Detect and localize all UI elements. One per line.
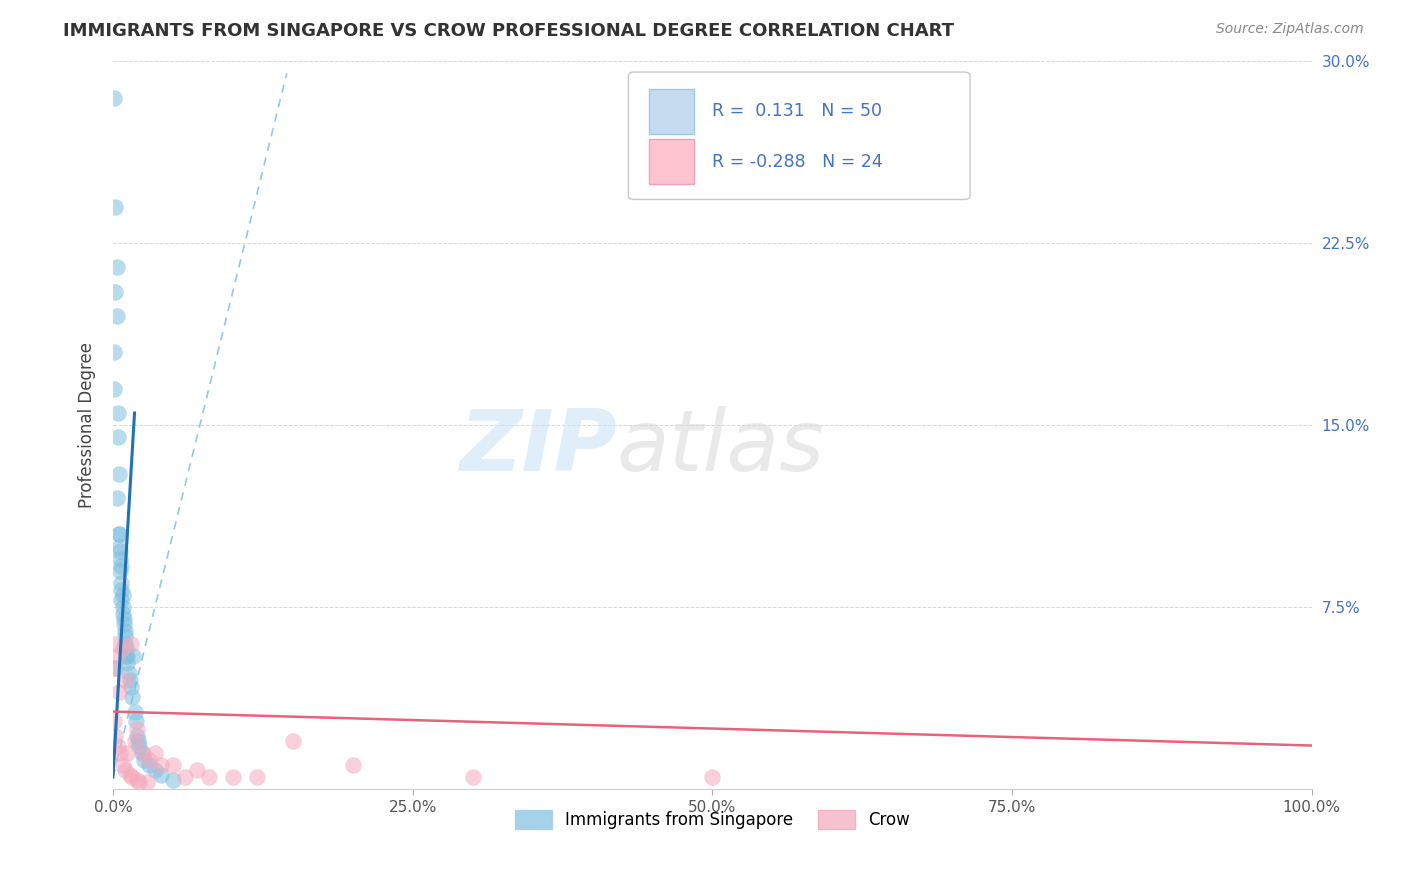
Point xyxy=(110,558,132,573)
Text: R =  0.131   N = 50: R = 0.131 N = 50 xyxy=(713,103,883,120)
Point xyxy=(108,746,131,760)
Point xyxy=(108,544,131,558)
Point xyxy=(114,763,136,777)
Point xyxy=(103,382,125,396)
FancyBboxPatch shape xyxy=(648,139,695,184)
Text: R = -0.288   N = 24: R = -0.288 N = 24 xyxy=(713,153,883,170)
Point xyxy=(110,593,132,607)
Y-axis label: Professional Degree: Professional Degree xyxy=(79,343,96,508)
Point xyxy=(104,637,127,651)
Point xyxy=(103,90,125,104)
Point xyxy=(112,617,135,632)
Point xyxy=(105,491,128,505)
Point xyxy=(105,648,128,663)
Point xyxy=(103,714,125,729)
Point xyxy=(138,753,160,767)
Point xyxy=(186,763,208,777)
Point xyxy=(107,739,129,753)
Point xyxy=(125,772,148,787)
Point xyxy=(111,588,134,602)
Point xyxy=(107,406,129,420)
Point xyxy=(138,758,160,772)
Point xyxy=(104,200,127,214)
Point xyxy=(105,309,128,323)
Point xyxy=(108,467,131,481)
Point xyxy=(114,624,136,639)
Point xyxy=(104,285,127,299)
Point xyxy=(108,527,131,541)
Point xyxy=(173,770,195,784)
Point xyxy=(114,673,136,687)
Point xyxy=(122,648,145,663)
Point xyxy=(198,770,221,784)
Text: ZIP: ZIP xyxy=(458,406,616,489)
Point xyxy=(115,641,138,656)
Point xyxy=(124,733,146,747)
Legend: Immigrants from Singapore, Crow: Immigrants from Singapore, Crow xyxy=(508,803,917,836)
Point xyxy=(111,641,134,656)
Point xyxy=(121,770,143,784)
Point xyxy=(143,746,166,760)
Point xyxy=(131,746,153,760)
Point xyxy=(104,729,127,743)
Point xyxy=(110,576,132,591)
Text: IMMIGRANTS FROM SINGAPORE VS CROW PROFESSIONAL DEGREE CORRELATION CHART: IMMIGRANTS FROM SINGAPORE VS CROW PROFES… xyxy=(63,22,955,40)
Point xyxy=(105,260,128,275)
Point xyxy=(107,430,129,444)
Point xyxy=(135,775,157,789)
Point xyxy=(121,690,143,704)
Point xyxy=(114,637,136,651)
Point xyxy=(125,729,148,743)
Point xyxy=(108,685,131,699)
Point xyxy=(117,746,139,760)
Point xyxy=(162,772,184,787)
Point xyxy=(114,629,136,643)
Point xyxy=(110,583,132,598)
Point xyxy=(111,758,134,772)
Text: Source: ZipAtlas.com: Source: ZipAtlas.com xyxy=(1216,22,1364,37)
Point xyxy=(702,770,724,784)
Point xyxy=(162,758,184,772)
Point xyxy=(128,739,150,753)
Point xyxy=(246,770,269,784)
Point xyxy=(125,722,148,736)
Point xyxy=(281,733,304,747)
Point xyxy=(112,612,135,626)
Point xyxy=(222,770,245,784)
Text: atlas: atlas xyxy=(616,406,824,489)
Point xyxy=(149,767,172,781)
Point xyxy=(120,637,142,651)
Point xyxy=(124,705,146,719)
Point xyxy=(108,564,131,578)
Point xyxy=(125,714,148,729)
Point xyxy=(132,746,155,760)
Point xyxy=(104,661,127,675)
Point xyxy=(103,345,125,359)
Point xyxy=(118,673,141,687)
FancyBboxPatch shape xyxy=(648,89,695,134)
Point xyxy=(143,763,166,777)
Point xyxy=(117,665,139,680)
Point xyxy=(461,770,484,784)
Point xyxy=(342,758,364,772)
Point xyxy=(111,607,134,622)
Point xyxy=(120,681,142,695)
Point xyxy=(103,661,125,675)
Point xyxy=(118,767,141,781)
Point xyxy=(115,648,138,663)
FancyBboxPatch shape xyxy=(628,72,970,200)
Point xyxy=(127,733,149,747)
Point xyxy=(108,540,131,554)
Point xyxy=(149,758,172,772)
Point xyxy=(117,656,139,670)
Point xyxy=(132,753,155,767)
Point xyxy=(111,600,134,615)
Point xyxy=(117,648,139,663)
Point xyxy=(108,551,131,566)
Point xyxy=(108,527,131,541)
Point xyxy=(128,775,150,789)
